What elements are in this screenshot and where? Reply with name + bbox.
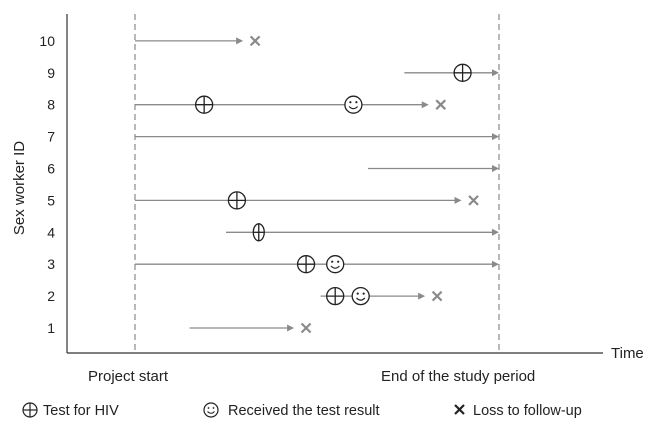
y-tick-label: 8 xyxy=(47,97,55,113)
test-hiv-icon xyxy=(453,63,472,82)
arrow-head-icon xyxy=(418,292,426,300)
y-tick-label: 10 xyxy=(39,33,55,49)
timeline-row xyxy=(135,255,499,274)
loss-to-follow-up-icon xyxy=(435,99,447,110)
timeline-row xyxy=(135,133,499,141)
y-tick-labels: 1 2 3 4 5 6 7 8 9 10 xyxy=(39,33,55,336)
timeline-row xyxy=(135,191,479,210)
timeline-row xyxy=(367,165,499,172)
arrow-head-icon xyxy=(421,101,429,109)
y-tick-label: 2 xyxy=(47,288,55,304)
y-tick-label: 7 xyxy=(47,129,55,145)
test-hiv-icon xyxy=(326,286,345,306)
timeline-rows xyxy=(135,35,499,334)
timeline-row xyxy=(135,95,447,114)
arrow-head-icon xyxy=(492,228,499,236)
test-hiv-icon xyxy=(252,223,265,242)
loss-to-follow-up-icon xyxy=(300,322,312,334)
arrow-head-icon xyxy=(492,165,499,172)
test-hiv-icon xyxy=(227,191,247,210)
arrow-head-icon xyxy=(492,133,499,141)
smiley-icon xyxy=(351,286,370,306)
smiley-legend-icon xyxy=(203,402,219,418)
timeline-row xyxy=(320,286,443,306)
loss-to-follow-up-icon xyxy=(468,195,479,206)
arrow-head-icon xyxy=(236,37,244,45)
y-tick-label: 5 xyxy=(47,192,55,208)
test-hiv-icon xyxy=(296,255,316,274)
cross-legend-icon xyxy=(454,404,465,415)
y-tick-label: 4 xyxy=(47,224,55,240)
project-start-label: Project start xyxy=(88,368,169,385)
timeline-row xyxy=(226,223,499,242)
timeline-row xyxy=(135,35,261,47)
test-hiv-legend-icon xyxy=(22,402,38,418)
arrow-head-icon xyxy=(454,196,462,204)
legend-result-label: Received the test result xyxy=(228,403,380,419)
arrow-head-icon xyxy=(492,260,499,268)
loss-to-follow-up-icon xyxy=(249,35,261,47)
y-tick-label: 6 xyxy=(47,161,55,177)
y-axis-title: Sex worker ID xyxy=(11,141,28,235)
y-tick-label: 3 xyxy=(47,256,55,272)
loss-to-follow-up-icon xyxy=(431,290,443,302)
y-tick-label: 9 xyxy=(47,65,55,81)
timeline-row xyxy=(404,63,499,82)
smiley-icon xyxy=(326,255,345,274)
x-axis-title: Time xyxy=(611,345,644,362)
legend: Test for HIV Received the test result Lo… xyxy=(22,402,582,419)
arrow-head-icon xyxy=(287,324,295,332)
legend-loss-label: Loss to follow-up xyxy=(473,403,582,419)
smiley-icon xyxy=(344,95,363,114)
timeline-row xyxy=(189,322,312,334)
y-tick-label: 1 xyxy=(47,320,55,336)
study-end-label: End of the study period xyxy=(381,368,535,385)
legend-test-label: Test for HIV xyxy=(43,403,119,419)
test-hiv-icon xyxy=(195,95,214,114)
arrow-head-icon xyxy=(492,69,499,77)
